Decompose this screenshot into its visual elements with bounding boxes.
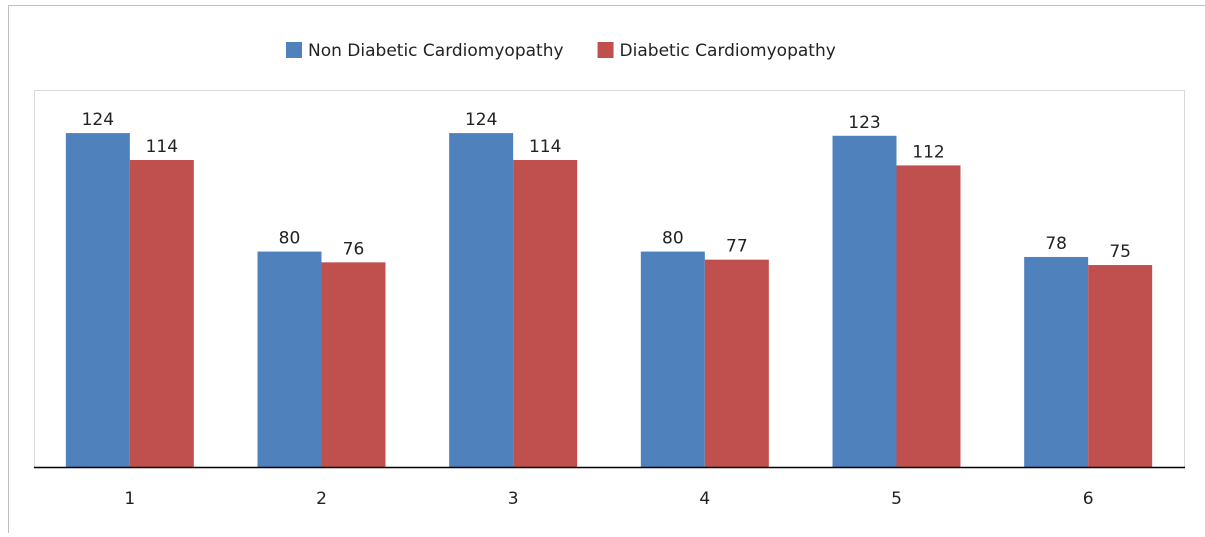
- bar: [1024, 256, 1089, 467]
- plot: 1 124 114 2 80 76 3 124 114 4 80 77 5 123 112 6 78 75: [65, 110, 1153, 509]
- x-tick-label: 6: [1083, 489, 1094, 509]
- value-label: 114: [146, 137, 178, 157]
- value-label: 80: [279, 229, 301, 249]
- legend: Non Diabetic Cardiomyopathy Diabetic Card…: [286, 41, 836, 61]
- bar: [321, 262, 386, 467]
- bar: [832, 135, 897, 467]
- legend-label: Non Diabetic Cardiomyopathy: [308, 41, 564, 61]
- x-tick-label: 4: [699, 489, 710, 509]
- x-tick-label: 1: [124, 489, 135, 509]
- x-tick-label: 5: [891, 489, 902, 509]
- value-label: 124: [465, 110, 497, 130]
- bar: [449, 133, 514, 468]
- value-label: 112: [912, 142, 944, 162]
- value-label: 123: [848, 113, 880, 133]
- bar: [513, 160, 578, 467]
- value-label: 124: [82, 110, 114, 130]
- bar: [1088, 265, 1153, 467]
- legend-swatch: [597, 42, 614, 58]
- bar: [65, 133, 130, 468]
- bar: [129, 160, 194, 467]
- x-tick-label: 3: [508, 489, 519, 509]
- bar: [640, 251, 705, 467]
- value-label: 78: [1045, 234, 1067, 254]
- bar: [704, 259, 769, 467]
- value-label: 77: [726, 237, 748, 257]
- legend-label: Diabetic Cardiomyopathy: [620, 41, 836, 61]
- plot-area: [34, 90, 1185, 468]
- legend-swatch: [286, 42, 302, 58]
- x-tick-label: 2: [316, 489, 327, 509]
- value-label: 76: [343, 239, 365, 259]
- bar: [257, 251, 322, 467]
- bar: [896, 165, 961, 467]
- value-label: 75: [1109, 242, 1131, 262]
- value-label: 80: [662, 229, 684, 249]
- value-label: 114: [529, 137, 561, 157]
